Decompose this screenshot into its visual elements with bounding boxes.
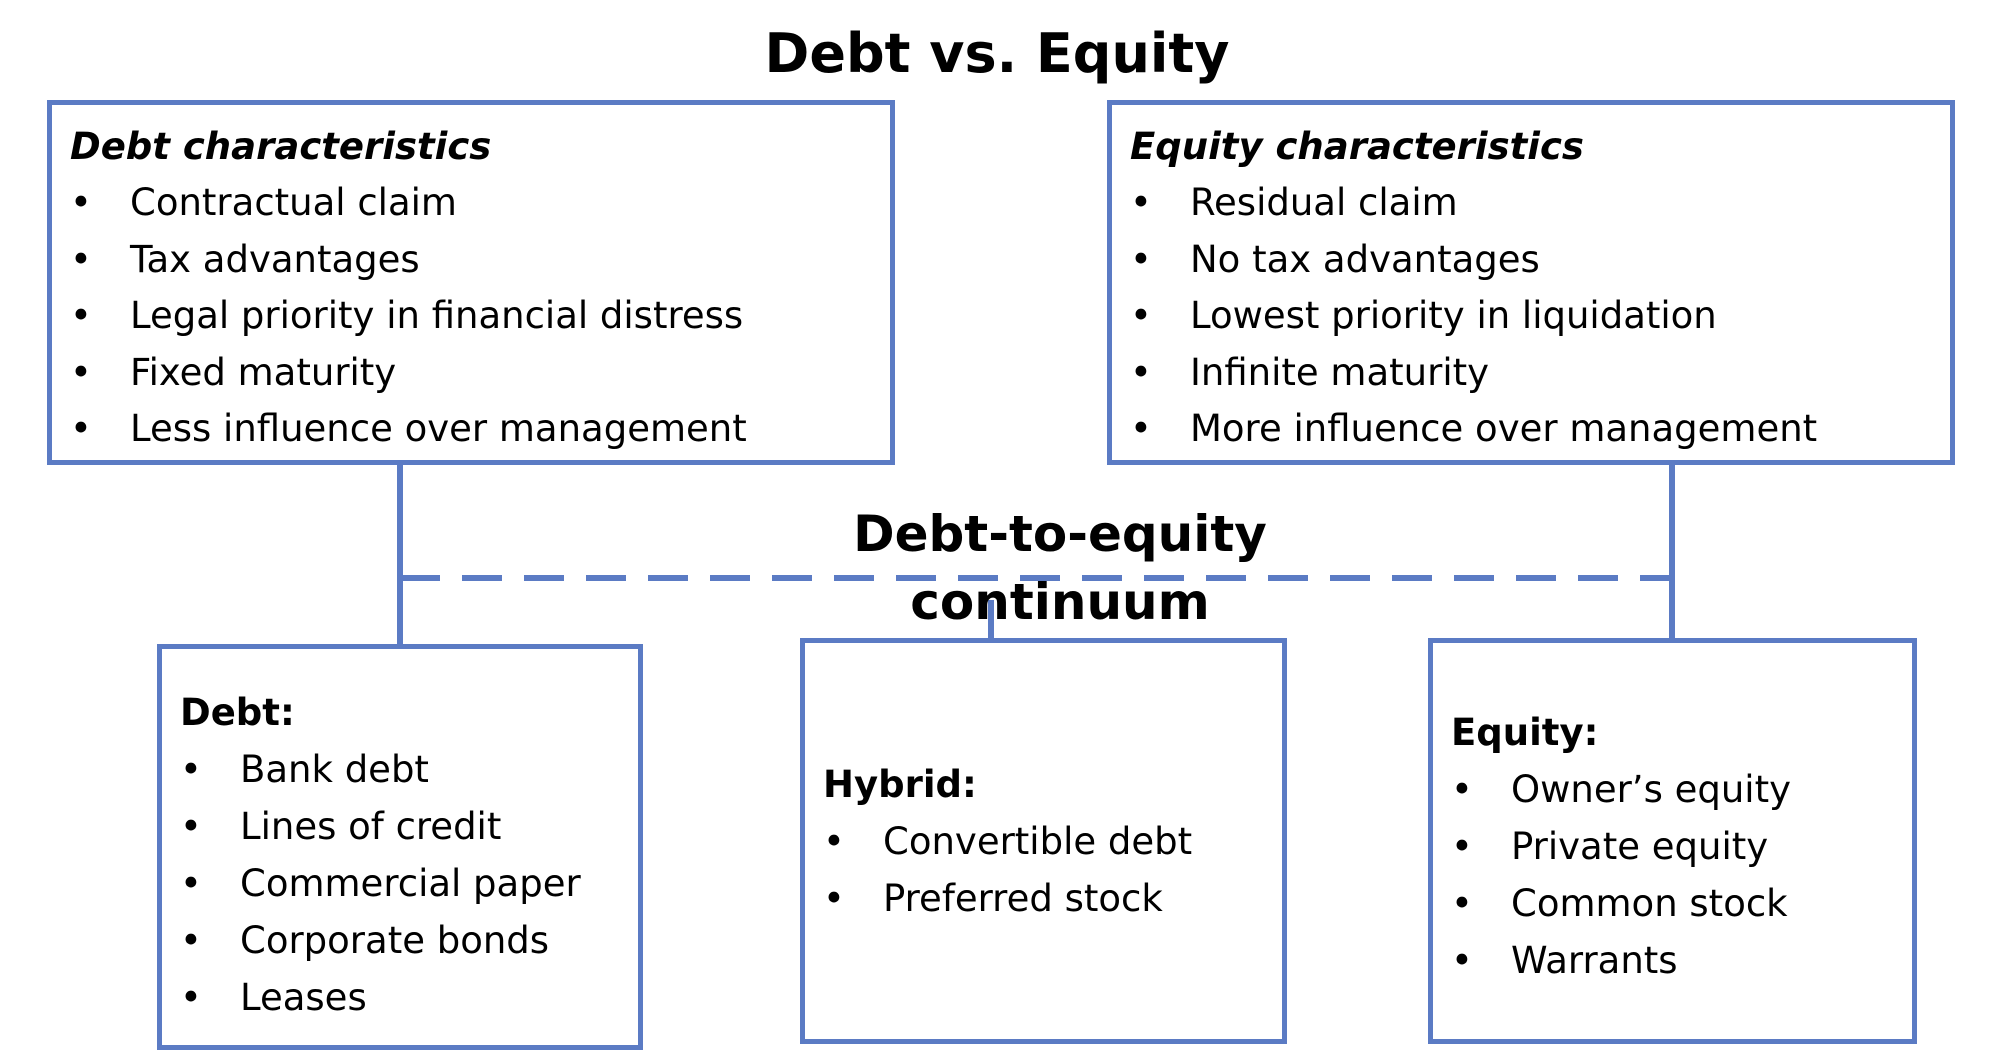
hybrid-list: Convertible debt Preferred stock (823, 813, 1264, 927)
list-item: Common stock (1451, 875, 1894, 932)
list-item: Private equity (1451, 818, 1894, 875)
equity-characteristics-box: Equity characteristics Residual claim No… (1107, 100, 1955, 465)
debt-list: Bank debt Lines of credit Commercial pap… (180, 741, 620, 1026)
debt-characteristics-title: Debt characteristics (70, 125, 492, 168)
equity-box: Equity: Owner’s equity Private equity Co… (1428, 638, 1917, 1044)
list-item: Less influence over management (70, 401, 872, 458)
list-item: Warrants (1451, 932, 1894, 989)
list-item: Residual claim (1130, 175, 1932, 232)
equity-characteristics-list: Residual claim No tax advantages Lowest … (1130, 175, 1932, 458)
list-item: Legal priority in financial distress (70, 288, 872, 345)
diagram-title: Debt vs. Equity (764, 22, 1230, 85)
list-item: Lowest priority in liquidation (1130, 288, 1932, 345)
list-item: Commercial paper (180, 855, 620, 912)
list-item: Lines of credit (180, 798, 620, 855)
list-item: Infinite maturity (1130, 345, 1932, 402)
debt-box: Debt: Bank debt Lines of credit Commerci… (157, 644, 643, 1050)
list-item: No tax advantages (1130, 232, 1932, 289)
continuum-label: Debt-to-equity continuum (700, 500, 1420, 631)
hybrid-title: Hybrid: (823, 763, 977, 806)
list-item: Bank debt (180, 741, 620, 798)
list-item: Fixed maturity (70, 345, 872, 402)
hybrid-box: Hybrid: Convertible debt Preferred stock (800, 638, 1287, 1044)
list-item: Tax advantages (70, 232, 872, 289)
list-item: Corporate bonds (180, 912, 620, 969)
debt-characteristics-box: Debt characteristics Contractual claim T… (47, 100, 895, 465)
equity-list: Owner’s equity Private equity Common sto… (1451, 761, 1894, 989)
debt-characteristics-list: Contractual claim Tax advantages Legal p… (70, 175, 872, 458)
list-item: Convertible debt (823, 813, 1264, 870)
equity-characteristics-title: Equity characteristics (1130, 125, 1584, 168)
list-item: Preferred stock (823, 870, 1264, 927)
list-item: Leases (180, 969, 620, 1026)
list-item: Owner’s equity (1451, 761, 1894, 818)
debt-title: Debt: (180, 691, 295, 734)
list-item: Contractual claim (70, 175, 872, 232)
list-item: More influence over management (1130, 401, 1932, 458)
equity-title: Equity: (1451, 711, 1599, 754)
